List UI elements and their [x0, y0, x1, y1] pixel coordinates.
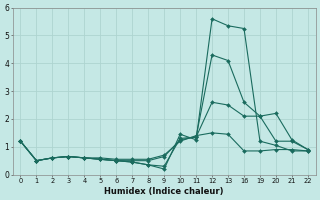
X-axis label: Humidex (Indice chaleur): Humidex (Indice chaleur): [104, 187, 224, 196]
